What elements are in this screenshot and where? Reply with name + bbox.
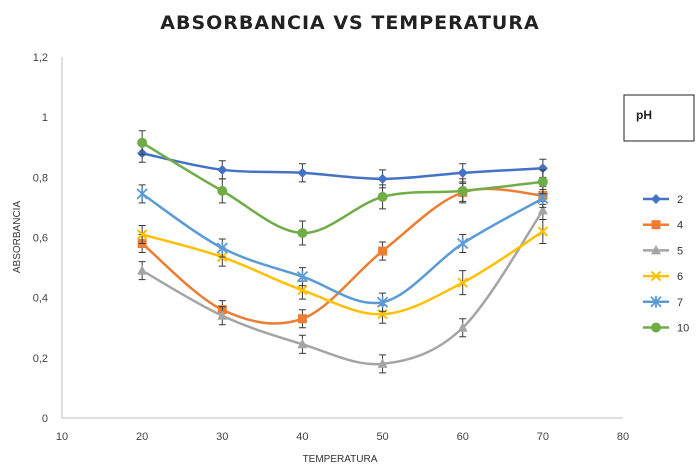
data-point <box>457 167 468 178</box>
x-tick-label: 70 <box>537 431 549 443</box>
data-point <box>297 284 308 296</box>
x-tick-label: 20 <box>136 431 148 443</box>
series-6 <box>136 218 549 324</box>
data-point <box>377 191 388 202</box>
y-tick-labels: 0 0,2 0,4 0,6 0,8 1 1,2 <box>33 52 48 425</box>
legend-marker <box>651 194 661 204</box>
y-tick-label: 0,6 <box>33 233 48 245</box>
data-point <box>217 185 228 196</box>
x-tick-label: 60 <box>457 431 469 443</box>
data-point <box>457 237 469 250</box>
legend-title-box <box>623 94 695 142</box>
legend-marker <box>651 322 661 333</box>
data-point <box>537 192 549 205</box>
data-point <box>217 164 228 175</box>
legend-label: 5 <box>677 245 683 257</box>
data-point <box>457 322 468 332</box>
data-point <box>377 358 388 368</box>
legend-label: 7 <box>677 297 683 309</box>
data-point <box>457 185 468 196</box>
data-point <box>297 227 308 238</box>
data-point <box>457 277 468 288</box>
legend-item-7: 7 <box>643 295 683 309</box>
series-line <box>141 209 544 366</box>
data-point <box>297 167 308 178</box>
data-point <box>136 187 148 200</box>
y-tick-label: 0,8 <box>33 172 48 184</box>
data-point <box>297 338 308 349</box>
legend-label: 4 <box>677 220 683 232</box>
x-tick-labels: 10 20 30 40 50 60 70 80 <box>56 431 629 443</box>
data-point <box>296 270 309 283</box>
series-5 <box>137 200 548 374</box>
y-tick-label: 0 <box>42 413 48 425</box>
data-point <box>378 246 388 256</box>
data-point <box>537 163 548 174</box>
legend-label: 2 <box>677 194 683 206</box>
series-10 <box>137 130 548 246</box>
y-tick-label: 0,4 <box>33 293 48 305</box>
x-tick-label: 80 <box>617 431 629 443</box>
legend-item-10: 10 <box>643 322 689 335</box>
series-line <box>141 192 544 305</box>
series-2 <box>137 143 548 189</box>
legend-title: pH <box>636 108 652 122</box>
legend-marker <box>650 295 662 308</box>
axes <box>61 57 623 419</box>
series-line <box>141 152 543 181</box>
x-tick-label: 50 <box>376 431 388 443</box>
series-line <box>141 230 544 316</box>
y-tick-label: 1 <box>42 112 48 124</box>
data-point <box>377 173 388 184</box>
chart-title: ABSORBANCIA VS TEMPERATURA <box>160 12 539 34</box>
legend-label: 6 <box>677 271 683 283</box>
legend: pH 2 4 5 6 7 10 <box>623 94 695 335</box>
data-point <box>217 310 228 320</box>
legend-marker <box>650 270 662 282</box>
data-point <box>297 314 307 324</box>
x-axis-label: TEMPERATURA <box>303 454 378 465</box>
legend-item-6: 6 <box>643 270 683 283</box>
y-tick-label: 1,2 <box>33 52 48 64</box>
plot-area <box>136 130 549 374</box>
series-line <box>141 141 543 235</box>
data-point <box>537 226 549 237</box>
data-point <box>376 296 389 309</box>
legend-marker <box>651 220 661 230</box>
x-tick-label: 30 <box>216 431 228 443</box>
legend-item-5: 5 <box>643 244 683 257</box>
x-tick-label: 40 <box>296 431 308 443</box>
data-point <box>137 265 148 275</box>
series-7 <box>136 184 549 312</box>
legend-marker <box>651 244 661 255</box>
data-point <box>137 137 148 148</box>
legend-item-2: 2 <box>643 194 683 206</box>
data-point <box>216 242 228 255</box>
y-tick-label: 0,2 <box>33 353 48 365</box>
data-point <box>537 204 548 215</box>
data-point <box>537 176 548 187</box>
y-axis-label: ABSORBANCIA <box>12 201 23 274</box>
x-tick-label: 10 <box>56 431 68 443</box>
legend-item-4: 4 <box>643 220 683 232</box>
data-point <box>136 229 148 240</box>
legend-label: 10 <box>677 323 689 335</box>
